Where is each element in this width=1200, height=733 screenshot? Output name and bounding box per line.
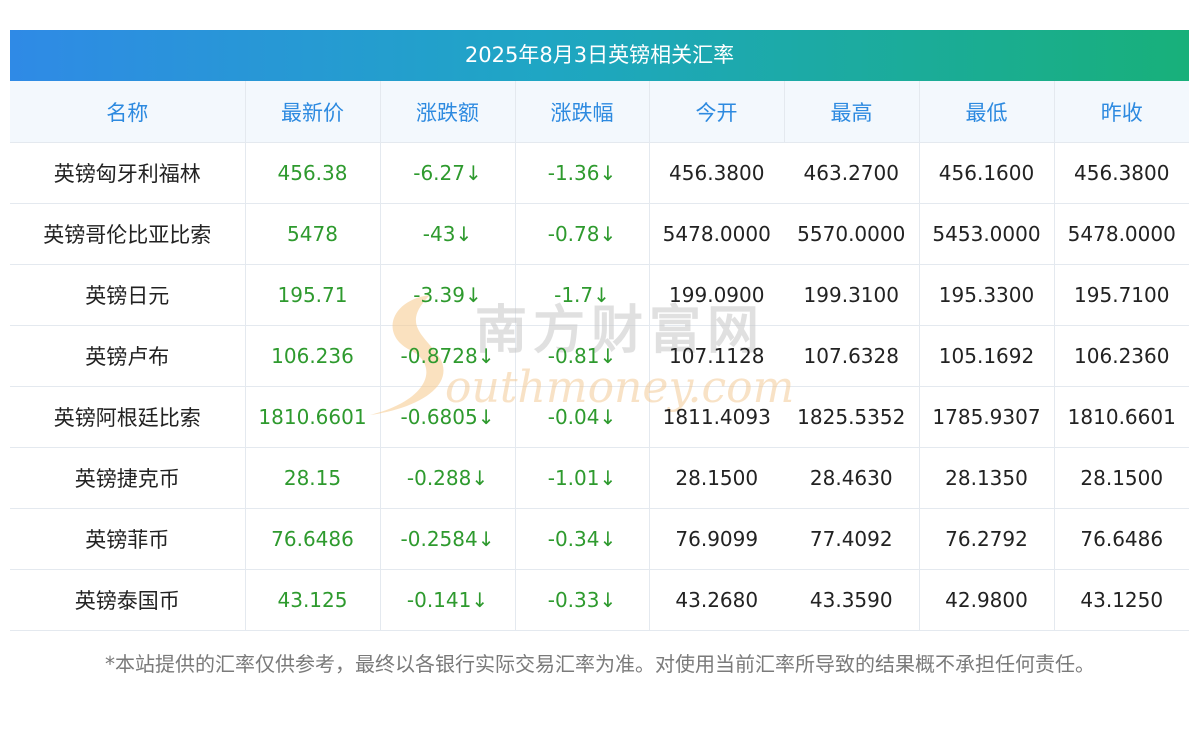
table-row: 英镑哥伦比亚比索 5478 -43↓ -0.78↓ 5478.0000 5570… [10, 203, 1189, 265]
cell-change-pct: -0.34↓ [515, 508, 650, 570]
rates-table: 名称 最新价 涨跌额 涨跌幅 今开 最高 最低 昨收 英镑匈牙利福林 456.3… [10, 81, 1189, 631]
cell-name: 英镑日元 [10, 264, 246, 326]
cell-high: 28.4630 [784, 447, 920, 509]
cell-name: 英镑泰国币 [10, 569, 246, 631]
cell-open: 5478.0000 [649, 203, 784, 265]
table-row: 英镑日元 195.71 -3.39↓ -1.7↓ 199.0900 199.31… [10, 264, 1189, 326]
cell-open: 1811.4093 [649, 386, 784, 448]
cell-open: 199.0900 [649, 264, 784, 326]
cell-change: -43↓ [380, 203, 516, 265]
cell-change: -3.39↓ [380, 264, 516, 326]
cell-latest: 43.125 [245, 569, 381, 631]
cell-open: 76.9099 [649, 508, 784, 570]
cell-latest: 5478 [245, 203, 381, 265]
cell-high: 5570.0000 [784, 203, 920, 265]
cell-low: 195.3300 [919, 264, 1055, 326]
cell-latest: 76.6486 [245, 508, 381, 570]
header-high: 最高 [784, 81, 920, 143]
cell-prev-close: 76.6486 [1054, 508, 1189, 570]
table-row: 英镑卢布 106.236 -0.8728↓ -0.81↓ 107.1128 10… [10, 325, 1189, 387]
cell-change: -0.2584↓ [380, 508, 516, 570]
cell-low: 76.2792 [919, 508, 1055, 570]
cell-open: 28.1500 [649, 447, 784, 509]
cell-change: -0.8728↓ [380, 325, 516, 387]
cell-name: 英镑哥伦比亚比索 [10, 203, 246, 265]
cell-prev-close: 1810.6601 [1054, 386, 1189, 448]
cell-low: 456.1600 [919, 142, 1055, 204]
cell-name: 英镑菲币 [10, 508, 246, 570]
cell-change-pct: -1.7↓ [515, 264, 650, 326]
cell-latest: 195.71 [245, 264, 381, 326]
rates-panel: 2025年8月3日英镑相关汇率 名称 最新价 涨跌额 涨跌幅 今开 最高 最低 … [10, 30, 1189, 631]
table-row: 英镑阿根廷比索 1810.6601 -0.6805↓ -0.04↓ 1811.4… [10, 386, 1189, 448]
cell-change-pct: -1.36↓ [515, 142, 650, 204]
cell-open: 456.3800 [649, 142, 784, 204]
cell-low: 28.1350 [919, 447, 1055, 509]
cell-high: 77.4092 [784, 508, 920, 570]
table-header-row: 名称 最新价 涨跌额 涨跌幅 今开 最高 最低 昨收 [10, 81, 1189, 143]
header-change: 涨跌额 [380, 81, 516, 143]
cell-name: 英镑捷克币 [10, 447, 246, 509]
table-title: 2025年8月3日英镑相关汇率 [10, 30, 1189, 81]
cell-change: -0.288↓ [380, 447, 516, 509]
cell-open: 43.2680 [649, 569, 784, 631]
cell-change-pct: -0.33↓ [515, 569, 650, 631]
cell-prev-close: 43.1250 [1054, 569, 1189, 631]
cell-change-pct: -0.81↓ [515, 325, 650, 387]
cell-change-pct: -0.78↓ [515, 203, 650, 265]
cell-prev-close: 28.1500 [1054, 447, 1189, 509]
cell-prev-close: 456.3800 [1054, 142, 1189, 204]
cell-change: -0.6805↓ [380, 386, 516, 448]
table-row: 英镑泰国币 43.125 -0.141↓ -0.33↓ 43.2680 43.3… [10, 569, 1189, 631]
cell-latest: 1810.6601 [245, 386, 381, 448]
header-low: 最低 [919, 81, 1055, 143]
header-name: 名称 [10, 81, 246, 143]
cell-high: 463.2700 [784, 142, 920, 204]
cell-prev-close: 195.7100 [1054, 264, 1189, 326]
cell-low: 5453.0000 [919, 203, 1055, 265]
cell-name: 英镑卢布 [10, 325, 246, 387]
cell-latest: 106.236 [245, 325, 381, 387]
cell-high: 43.3590 [784, 569, 920, 631]
cell-open: 107.1128 [649, 325, 784, 387]
cell-high: 1825.5352 [784, 386, 920, 448]
table-row: 英镑捷克币 28.15 -0.288↓ -1.01↓ 28.1500 28.46… [10, 447, 1189, 509]
cell-change-pct: -0.04↓ [515, 386, 650, 448]
cell-name: 英镑阿根廷比索 [10, 386, 246, 448]
cell-prev-close: 5478.0000 [1054, 203, 1189, 265]
header-latest: 最新价 [245, 81, 381, 143]
cell-change-pct: -1.01↓ [515, 447, 650, 509]
table-row: 英镑匈牙利福林 456.38 -6.27↓ -1.36↓ 456.3800 46… [10, 142, 1189, 204]
cell-latest: 28.15 [245, 447, 381, 509]
header-prev-close: 昨收 [1054, 81, 1189, 143]
cell-high: 199.3100 [784, 264, 920, 326]
cell-name: 英镑匈牙利福林 [10, 142, 246, 204]
cell-change: -0.141↓ [380, 569, 516, 631]
cell-latest: 456.38 [245, 142, 381, 204]
header-change-pct: 涨跌幅 [515, 81, 650, 143]
cell-high: 107.6328 [784, 325, 920, 387]
cell-low: 1785.9307 [919, 386, 1055, 448]
disclaimer-footnote: *本站提供的汇率仅供参考，最终以各银行实际交易汇率为准。对使用当前汇率所导致的结… [105, 652, 1095, 676]
cell-prev-close: 106.2360 [1054, 325, 1189, 387]
header-open: 今开 [649, 81, 785, 143]
cell-low: 42.9800 [919, 569, 1055, 631]
cell-change: -6.27↓ [380, 142, 516, 204]
cell-low: 105.1692 [919, 325, 1055, 387]
table-row: 英镑菲币 76.6486 -0.2584↓ -0.34↓ 76.9099 77.… [10, 508, 1189, 570]
